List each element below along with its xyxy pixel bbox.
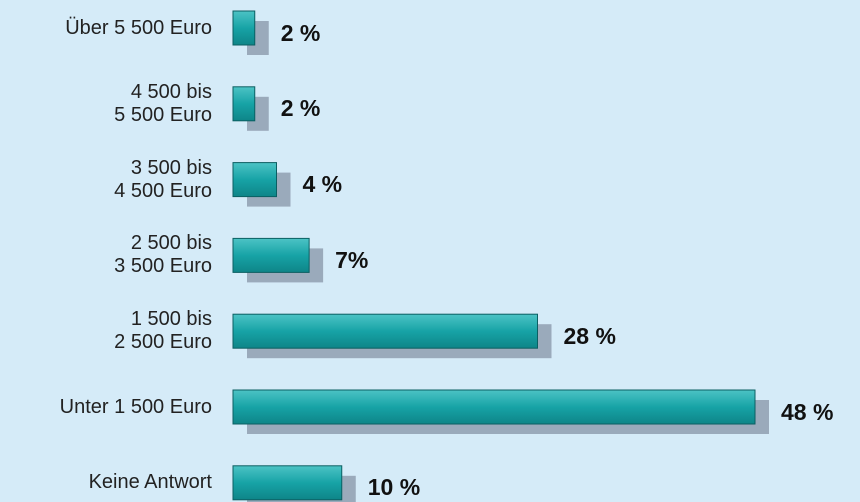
value-label: 4 %: [302, 171, 343, 198]
value-label: 2 %: [280, 19, 321, 46]
category-label: 3 500 bis 4 500 Euro: [114, 156, 212, 202]
category-label: 1 500 bis 2 500 Euro: [114, 308, 212, 354]
value-label: 48 %: [781, 398, 834, 425]
bar: [232, 162, 277, 198]
value-label: 7%: [335, 246, 369, 273]
bar: [232, 389, 756, 425]
value-label: 10 %: [367, 474, 421, 501]
bar: [232, 313, 538, 349]
category-label: Keine Antwort: [88, 471, 212, 494]
category-label: Über 5 500 Euro: [65, 16, 212, 39]
bar: [232, 10, 256, 46]
category-label: 2 500 bis 3 500 Euro: [114, 232, 212, 278]
category-label: 4 500 bis 5 500 Euro: [114, 80, 212, 126]
value-label: 28 %: [563, 322, 616, 349]
bar: [232, 465, 343, 501]
category-label: Unter 1 500 Euro: [59, 395, 212, 418]
bar: [232, 237, 310, 273]
value-label: 2 %: [280, 95, 321, 122]
bar: [232, 86, 256, 122]
